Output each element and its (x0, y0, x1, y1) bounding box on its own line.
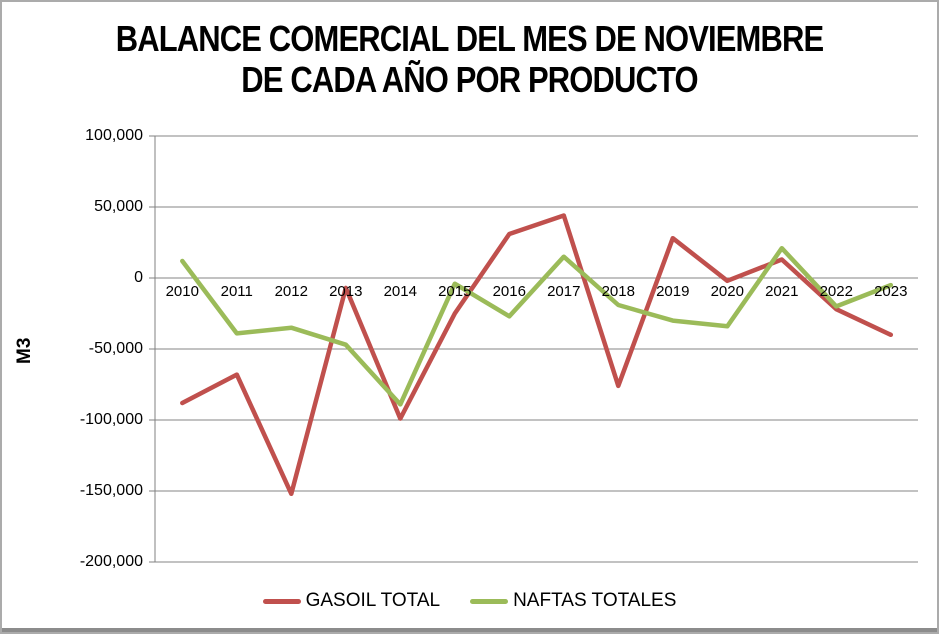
legend-label-naftas-totales: NAFTAS TOTALES (513, 590, 677, 611)
chart-title-line1: BALANCE COMERCIAL DEL MES DE NOVIEMBRE (115, 18, 824, 59)
legend-label-gasoil-total: GASOIL TOTAL (305, 590, 441, 611)
series-line-naftas-totales (180, 245, 894, 407)
legend-swatch-gasoil-total (262, 598, 301, 604)
legend: GASOIL TOTAL NAFTAS TOTALES (2, 590, 937, 612)
chart-title-line2: DE CADA AÑO POR PRODUCTO (241, 59, 698, 100)
legend-item-gasoil-total: GASOIL TOTAL (262, 590, 441, 612)
legend-item-naftas-totales: NAFTAS TOTALES (470, 590, 676, 612)
bottom-strip (2, 628, 937, 632)
legend-swatch-naftas-totales (470, 598, 509, 604)
chart-title: BALANCE COMERCIAL DEL MES DE NOVIEMBRE D… (67, 18, 871, 100)
series-line-gasoil-total (180, 213, 894, 497)
